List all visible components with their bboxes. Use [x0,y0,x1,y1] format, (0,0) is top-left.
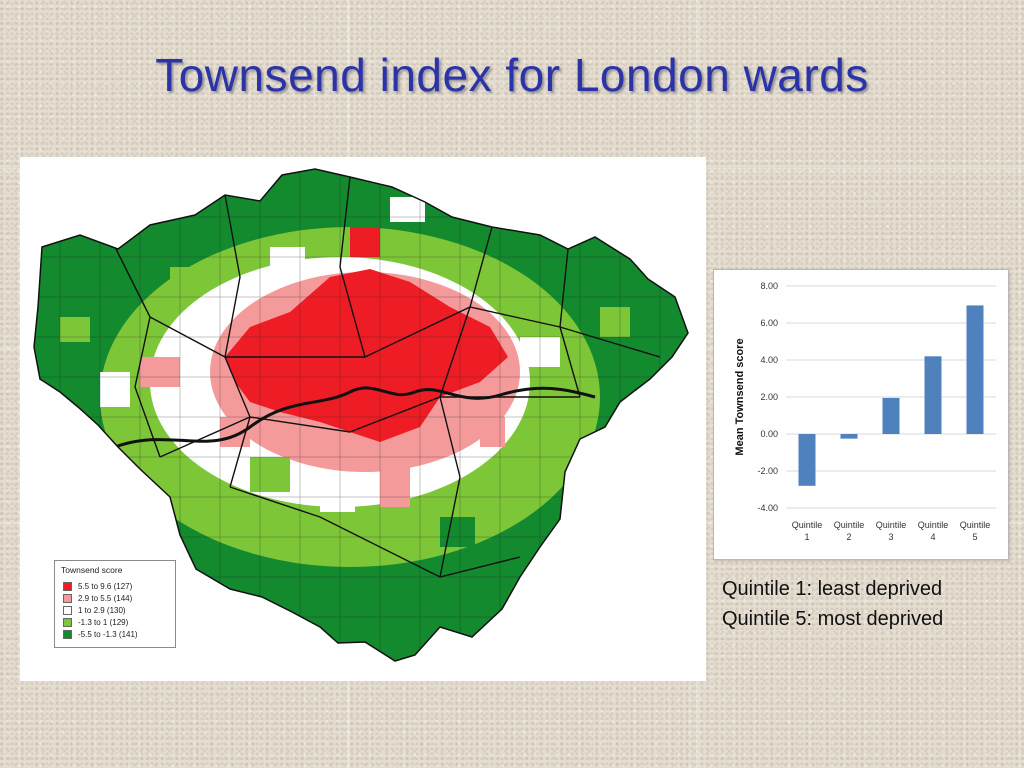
legend-item: -1.3 to 1 (129) [63,617,128,627]
bar [966,305,984,434]
x-tick-label: 3 [888,532,893,542]
bar [882,397,900,434]
legend-label: 2.9 to 5.5 (144) [78,593,133,603]
legend-item: 2.9 to 5.5 (144) [63,593,132,603]
legend-label: 5.5 to 9.6 (127) [78,581,133,591]
legend-swatch [63,581,72,591]
london-ward-map: Townsend score 5.5 to 9.6 (127) 2.9 to 5… [20,157,706,681]
bar [798,434,816,486]
london-map-graphic [33,168,689,662]
borough-boundaries [114,176,661,578]
bar-chart-svg: 8.00 6.00 4.00 2.00 0.00 -2.00 -4.00 Quintile 1… [734,281,996,542]
bar [924,356,942,434]
legend-item: 5.5 to 9.6 (127) [63,581,132,591]
x-tick-label: Quintile [876,520,907,530]
bar [840,434,858,439]
x-tick-label: Quintile [792,520,823,530]
caption-quintile-5: Quintile 5: most deprived [722,608,944,630]
chart-gridlines [786,285,996,509]
legend-swatch [63,593,72,603]
map-legend: Townsend score 5.5 to 9.6 (127) 2.9 to 5… [54,560,176,648]
x-tick-label: Quintile [918,520,949,530]
ward-patches [60,197,630,547]
x-tick-label: 5 [972,532,977,542]
y-tick-label: -4.00 [757,503,778,513]
x-tick-label: Quintile [834,520,865,530]
legend-label: -1.3 to 1 (129) [78,617,129,627]
legend-swatch [63,617,72,627]
y-tick-labels: 8.00 6.00 4.00 2.00 0.00 -2.00 -4.00 [757,281,778,513]
x-tick-labels: Quintile 1 Quintile 2 Quintile 3 Quintile 4 Quin… [792,520,991,542]
caption-quintile-1: Quintile 1: least deprived [722,578,943,600]
x-tick-label: Quintile [960,520,991,530]
quintile-bar-chart: 8.00 6.00 4.00 2.00 0.00 -2.00 -4.00 Quintile 1… [713,269,1009,560]
legend-swatch [63,629,72,639]
y-tick-label: 4.00 [760,355,778,365]
chart-bars [798,305,984,486]
y-tick-label: -2.00 [757,466,778,476]
london-outline [33,168,689,662]
x-tick-label: 4 [930,532,935,542]
legend-label: 1 to 2.9 (130) [78,605,126,615]
legend-item: 1 to 2.9 (130) [63,605,126,615]
y-tick-label: 8.00 [760,281,778,291]
x-tick-label: 1 [804,532,809,542]
legend-swatch [63,605,72,615]
ward-regions [34,169,688,661]
y-axis-label: Mean Townsend score [734,338,746,455]
legend-title: Townsend score [61,565,123,575]
river-thames [114,386,596,449]
y-tick-label: 6.00 [760,318,778,328]
x-tick-label: 2 [846,532,851,542]
legend-item: -5.5 to -1.3 (141) [63,629,138,639]
y-tick-label: 0.00 [760,429,778,439]
slide-title: Townsend index for London wards [155,49,869,101]
legend-label: -5.5 to -1.3 (141) [78,629,138,639]
y-tick-label: 2.00 [760,392,778,402]
